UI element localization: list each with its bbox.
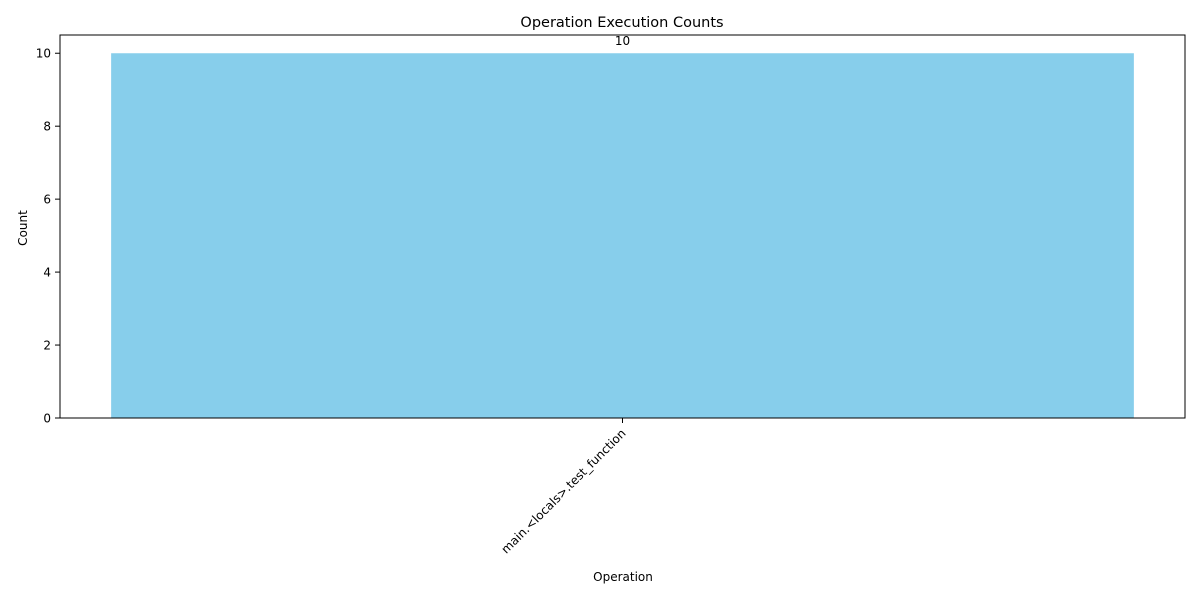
bar-value-label: 10 bbox=[615, 34, 630, 48]
chart-title: Operation Execution Counts bbox=[520, 15, 723, 31]
y-axis-label: Count bbox=[16, 210, 30, 246]
y-tick-label: 6 bbox=[43, 193, 51, 207]
y-tick-label: 10 bbox=[36, 47, 51, 61]
y-tick-label: 4 bbox=[43, 266, 51, 280]
data-labels-layer: 10 bbox=[615, 34, 630, 48]
bars-layer bbox=[111, 53, 1134, 418]
bar bbox=[111, 53, 1134, 418]
y-tick-label: 0 bbox=[43, 412, 51, 426]
x-axis-label: Operation bbox=[593, 570, 653, 584]
y-tick-label: 2 bbox=[43, 339, 51, 353]
y-tick-label: 8 bbox=[43, 120, 51, 134]
y-axis-ticks: 0 2 4 6 8 10 bbox=[36, 47, 60, 426]
